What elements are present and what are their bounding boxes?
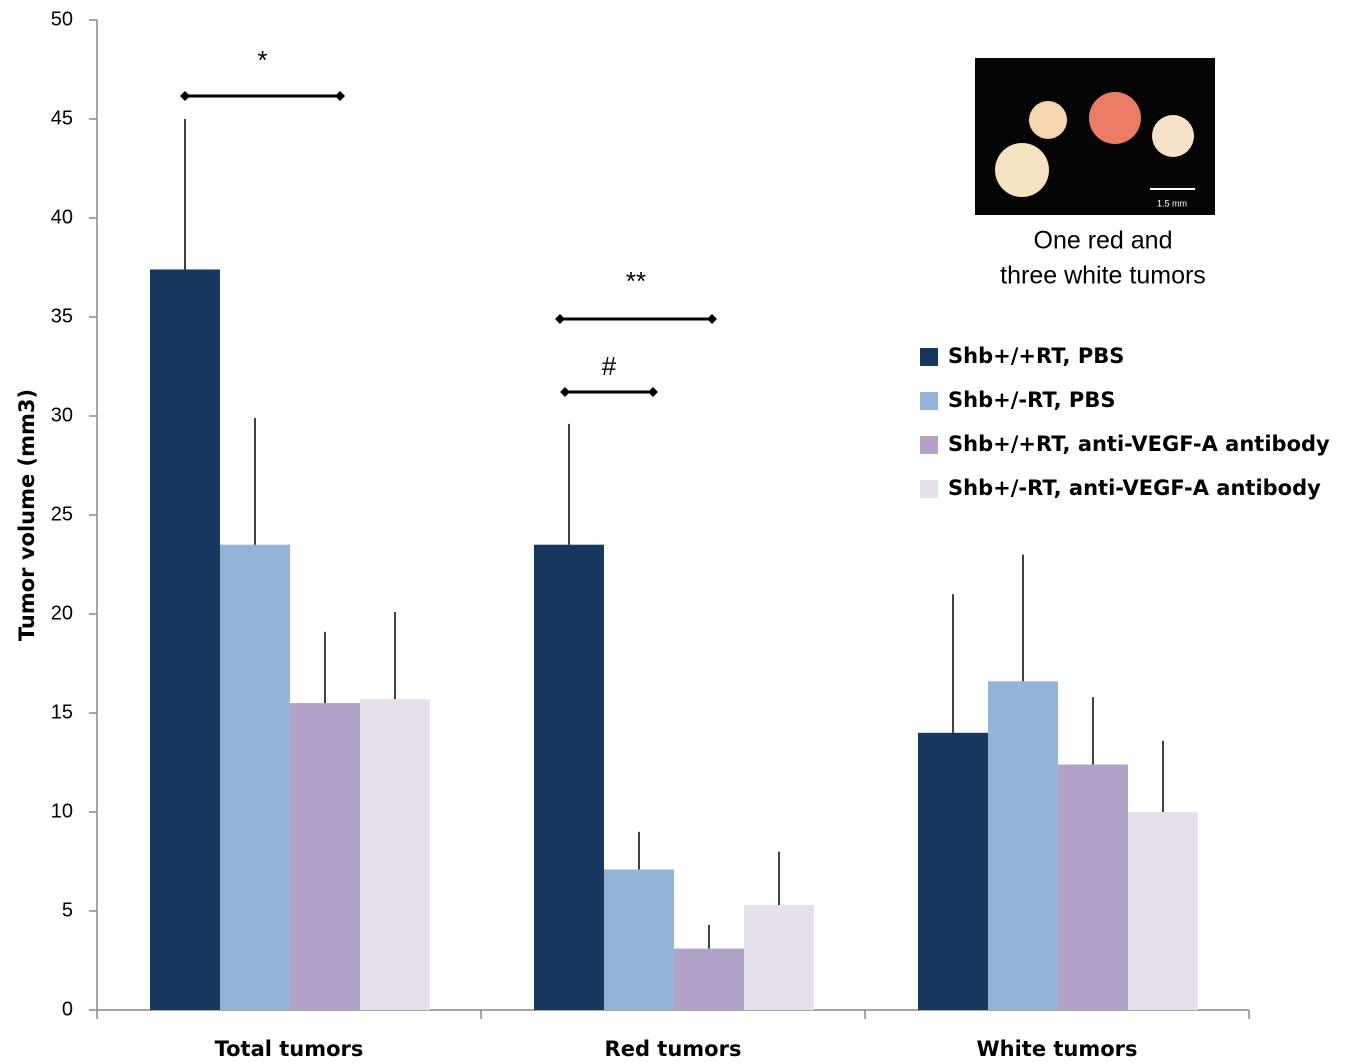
bar xyxy=(744,905,814,1010)
bar xyxy=(674,949,744,1010)
y-axis-label: Tumor volume (mm3) xyxy=(15,389,39,641)
bracket-end xyxy=(560,387,570,397)
y-tick-label: 20 xyxy=(51,602,73,624)
bar xyxy=(988,681,1058,1010)
bar xyxy=(918,733,988,1010)
bar xyxy=(534,545,604,1010)
tumor xyxy=(995,143,1049,197)
tumor xyxy=(1152,115,1194,157)
bracket-end xyxy=(648,387,658,397)
legend-swatch xyxy=(920,436,938,454)
legend-label: Shb+/+RT, anti-VEGF-A antibody xyxy=(948,432,1330,456)
bracket-end xyxy=(707,314,717,324)
x-tick-label: Total tumors xyxy=(215,1037,364,1061)
legend-swatch xyxy=(920,480,938,498)
y-tick-label: 30 xyxy=(51,404,73,426)
bracket-end xyxy=(335,91,345,101)
inset-caption: three white tumors xyxy=(1000,262,1206,290)
legend-label: Shb+/+RT, PBS xyxy=(948,344,1124,368)
scale-bar-label: 1.5 mm xyxy=(1157,198,1187,208)
bracket-end xyxy=(555,314,565,324)
page: Tumor volume (mm3) 1.5 mm One red and th… xyxy=(0,0,1366,1063)
bar xyxy=(604,869,674,1010)
bar xyxy=(220,545,290,1010)
legend-swatch xyxy=(920,392,938,410)
bar xyxy=(1058,764,1128,1010)
chart: Tumor volume (mm3) 1.5 mm One red and th… xyxy=(0,0,1366,1063)
y-tick-label: 45 xyxy=(51,107,73,129)
y-tick-label: 50 xyxy=(51,8,73,30)
bar xyxy=(150,269,220,1010)
significance-label: ** xyxy=(626,266,646,296)
y-tick-label: 25 xyxy=(51,503,73,525)
inset-photo: 1.5 mm xyxy=(975,58,1215,215)
y-tick-label: 15 xyxy=(51,701,73,723)
x-tick-label: Red tumors xyxy=(605,1037,742,1061)
significance-label: * xyxy=(257,45,267,75)
legend-swatch xyxy=(920,348,938,366)
tumor xyxy=(1089,92,1141,144)
y-tick-label: 5 xyxy=(62,899,73,921)
y-tick-label: 0 xyxy=(62,998,73,1020)
y-tick-label: 35 xyxy=(51,305,73,327)
bracket-end xyxy=(180,91,190,101)
x-tick-label: White tumors xyxy=(976,1037,1137,1061)
bar xyxy=(1128,812,1198,1010)
legend-label: Shb+/-RT, PBS xyxy=(948,388,1115,412)
y-tick-label: 40 xyxy=(51,206,73,228)
significance-label: # xyxy=(602,351,617,381)
bar xyxy=(360,699,430,1010)
y-tick-label: 10 xyxy=(51,800,73,822)
inset-caption: One red and xyxy=(1034,227,1173,255)
bar xyxy=(290,703,360,1010)
legend-label: Shb+/-RT, anti-VEGF-A antibody xyxy=(948,476,1321,500)
tumor xyxy=(1029,101,1067,139)
